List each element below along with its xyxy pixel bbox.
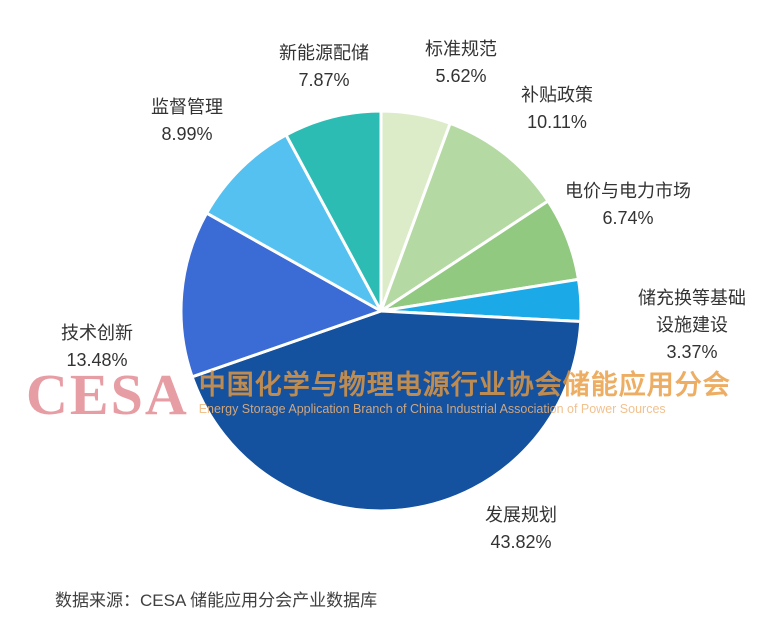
pie-label-standards: 标准规范 5.62% bbox=[406, 36, 516, 90]
pie-label-supervision: 监督管理 8.99% bbox=[132, 94, 242, 148]
pie-label-text: 发展规划 bbox=[485, 505, 557, 525]
pie-label-percent: 6.74% bbox=[602, 208, 654, 228]
pie-label-text: 补贴政策 bbox=[521, 85, 593, 105]
pie-slice-7 bbox=[284, 109, 383, 313]
pie-label-electricity-market: 电价与电力市场 6.74% bbox=[553, 178, 703, 232]
data-source-note: 数据来源：CESA 储能应用分会产业数据库 bbox=[55, 591, 378, 610]
pie-label-percent: 8.99% bbox=[161, 124, 213, 144]
pie-slice-6 bbox=[205, 133, 383, 313]
pie-label-text: 监督管理 bbox=[151, 97, 223, 117]
pie-label-percent: 43.82% bbox=[490, 532, 552, 552]
pie-label-text: 电价与电力市场 bbox=[565, 181, 691, 201]
pie-label-tech-innovation: 技术创新 13.48% bbox=[37, 320, 157, 374]
pie-label-subsidy-policy: 补贴政策 10.11% bbox=[502, 82, 612, 136]
pie-label-development-plan: 发展规划 43.82% bbox=[466, 502, 576, 556]
pie-label-new-energy-storage: 新能源配储 7.87% bbox=[264, 40, 384, 94]
pie-slice-4 bbox=[190, 309, 583, 513]
pie-label-text: 标准规范 bbox=[425, 39, 497, 59]
pie-label-text: 新能源配储 bbox=[279, 43, 369, 63]
pie-label-percent: 10.11% bbox=[527, 112, 587, 132]
pie-label-percent: 7.87% bbox=[298, 70, 350, 90]
pie-slice-5 bbox=[179, 211, 383, 379]
pie-label-infrastructure: 储充换等基础设施建设 3.37% bbox=[632, 285, 752, 366]
pie-label-text: 储充换等基础设施建设 bbox=[638, 288, 746, 335]
pie-label-text: 技术创新 bbox=[61, 323, 133, 343]
pie-slice-1 bbox=[379, 121, 550, 313]
pie-label-percent: 3.37% bbox=[666, 342, 718, 362]
pie-label-percent: 5.62% bbox=[435, 66, 487, 86]
pie-label-percent: 13.48% bbox=[66, 350, 128, 370]
